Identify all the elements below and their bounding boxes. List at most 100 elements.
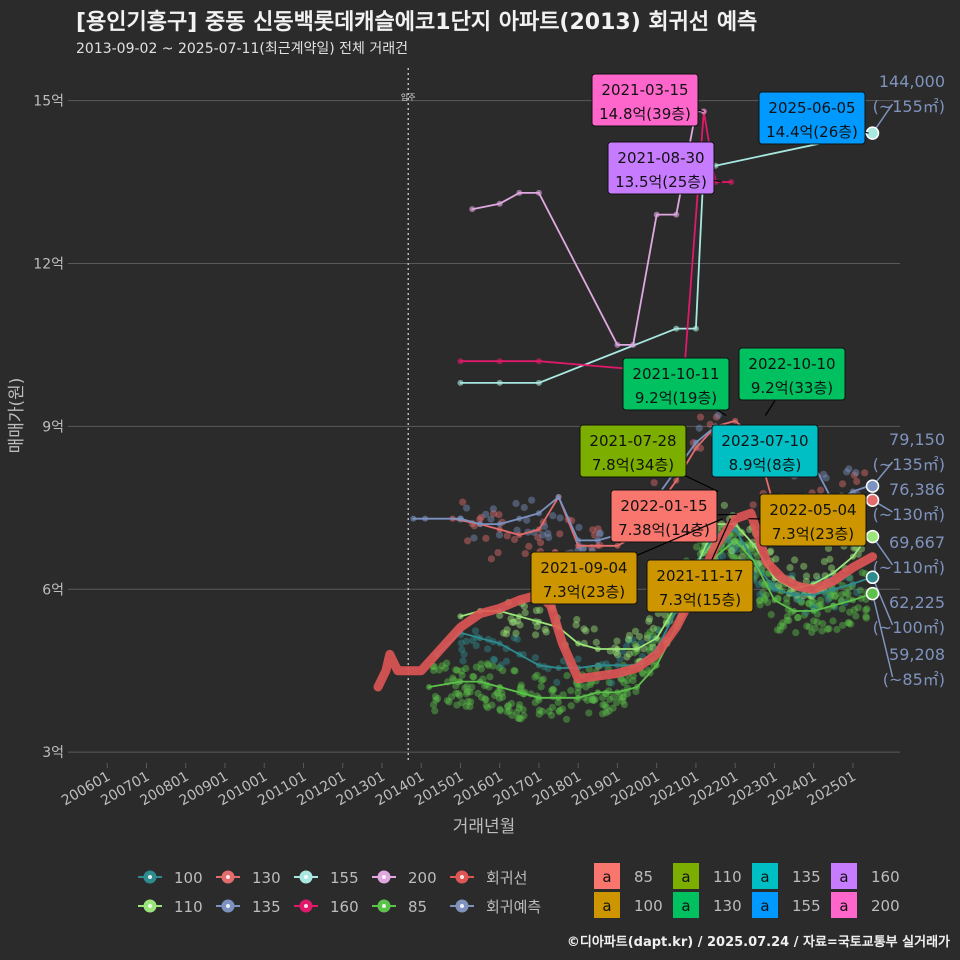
- scatter-point-85: [517, 715, 525, 723]
- scatter-point-85: [438, 662, 446, 670]
- scatter-point-85: [586, 680, 594, 689]
- series-point-85: [634, 683, 641, 690]
- scatter-point-85: [503, 708, 511, 716]
- series-point-130: [692, 445, 699, 452]
- scatter-point-85: [590, 696, 598, 705]
- series-point-100: [535, 662, 542, 669]
- scatter-point-135: [575, 523, 583, 532]
- scatter-point-130: [861, 469, 869, 477]
- scatter-point-85: [730, 554, 738, 562]
- scatter-point-85: [537, 683, 545, 691]
- series-point-100: [830, 586, 837, 593]
- annotation-date: 2022-01-15: [620, 497, 707, 515]
- series-point-85: [732, 537, 739, 544]
- scatter-point-85: [481, 695, 489, 703]
- scatter-point-135: [495, 531, 504, 539]
- scatter-point-85: [817, 600, 825, 609]
- scatter-point-85: [431, 707, 439, 715]
- scatter-point-85: [759, 589, 767, 597]
- scatter-point-85: [808, 597, 816, 605]
- annotation-box: [579, 424, 687, 478]
- legend-point-dot: [226, 904, 230, 908]
- scatter-point-85: [619, 693, 628, 701]
- y-tick-label: 3억: [42, 745, 64, 761]
- scatter-point-85: [535, 706, 544, 714]
- scatter-point-85: [462, 690, 471, 698]
- scatter-point-110: [573, 615, 581, 624]
- scatter-point-85: [639, 670, 647, 678]
- scatter-point-110: [827, 564, 836, 572]
- scatter-point-110: [728, 547, 736, 555]
- annotation-date: 2021-07-28: [589, 432, 676, 450]
- scatter-point-100: [824, 596, 832, 604]
- scatter-point-85: [844, 619, 853, 627]
- scatter-point-110: [772, 555, 780, 563]
- scatter-point-85: [856, 586, 864, 594]
- series-point-85: [830, 602, 837, 609]
- scatter-point-130: [650, 479, 658, 487]
- legend-box-glyph: a: [839, 868, 848, 886]
- series-point-85: [457, 678, 464, 685]
- scatter-point-85: [567, 702, 575, 710]
- annotation-date: 2021-10-11: [632, 365, 719, 383]
- scatter-point-100: [553, 678, 561, 686]
- scatter-point-110: [507, 615, 515, 623]
- series-point-160: [496, 358, 503, 365]
- scatter-point-130: [487, 555, 496, 563]
- scatter-point-110: [738, 553, 746, 561]
- annotation-box: [759, 493, 867, 547]
- scatter-point-85: [854, 604, 862, 612]
- scatter-point-110: [623, 653, 631, 661]
- series-point-85: [594, 689, 601, 696]
- series-point-110: [653, 635, 660, 642]
- scatter-point-85: [609, 693, 617, 701]
- annotation-date: 2025-06-05: [768, 99, 855, 117]
- scatter-point-85: [519, 705, 527, 714]
- scatter-point-110: [496, 611, 504, 620]
- series-point-200: [673, 211, 680, 218]
- scatter-point-85: [823, 625, 832, 633]
- legend-box-label: 200: [871, 897, 900, 915]
- scatter-point-100: [471, 627, 480, 635]
- legend-point-dot: [304, 904, 308, 908]
- scatter-point-85: [602, 703, 611, 712]
- series-line-회귀선: [373, 508, 877, 692]
- scatter-point-85: [826, 592, 835, 600]
- scatter-point-85: [562, 715, 571, 723]
- scatter-point-100: [457, 639, 465, 647]
- scatter-point-85: [491, 691, 499, 700]
- scatter-point-85: [503, 703, 512, 711]
- legend-point-dot: [148, 875, 152, 879]
- scatter-point-130: [712, 413, 721, 421]
- scatter-point-85: [779, 619, 787, 627]
- legend-point-dot: [460, 875, 464, 879]
- scatter-point-85: [474, 689, 482, 697]
- series-point-85: [477, 678, 484, 685]
- annotation-price: 14.4억(26층): [766, 123, 858, 141]
- scatter-point-85: [809, 617, 818, 625]
- scatter-point-135: [843, 468, 851, 476]
- forecast-value: 144,000: [879, 72, 945, 91]
- scatter-point-85: [466, 688, 474, 696]
- scatter-point-130: [749, 501, 757, 509]
- y-tick-label: 15억: [33, 94, 64, 110]
- annotation-date: 2023-07-10: [721, 432, 808, 450]
- scatter-point-100: [733, 545, 741, 553]
- annotation-price: 7.3억(23층): [543, 583, 625, 601]
- credit-line: ©디아파트(dapt.kr) / 2025.07.24 / 자료=국토교통부 실…: [566, 935, 950, 950]
- legend-box-key: [831, 892, 857, 918]
- scatter-point-85: [783, 612, 791, 621]
- scatter-point-85: [588, 695, 596, 703]
- series-point-155: [692, 325, 699, 332]
- series-point-100: [614, 662, 621, 669]
- annotation-date: 2021-03-15: [601, 81, 688, 99]
- series-point-160: [535, 358, 542, 365]
- scatter-point-85: [764, 598, 772, 607]
- series-point-110: [594, 645, 601, 652]
- series-point-130: [496, 526, 503, 533]
- scatter-point-85: [461, 684, 469, 692]
- series-point-100: [516, 651, 523, 658]
- series-point-155: [457, 379, 464, 386]
- series-point-100: [555, 664, 562, 671]
- scatter-point-110: [541, 625, 549, 634]
